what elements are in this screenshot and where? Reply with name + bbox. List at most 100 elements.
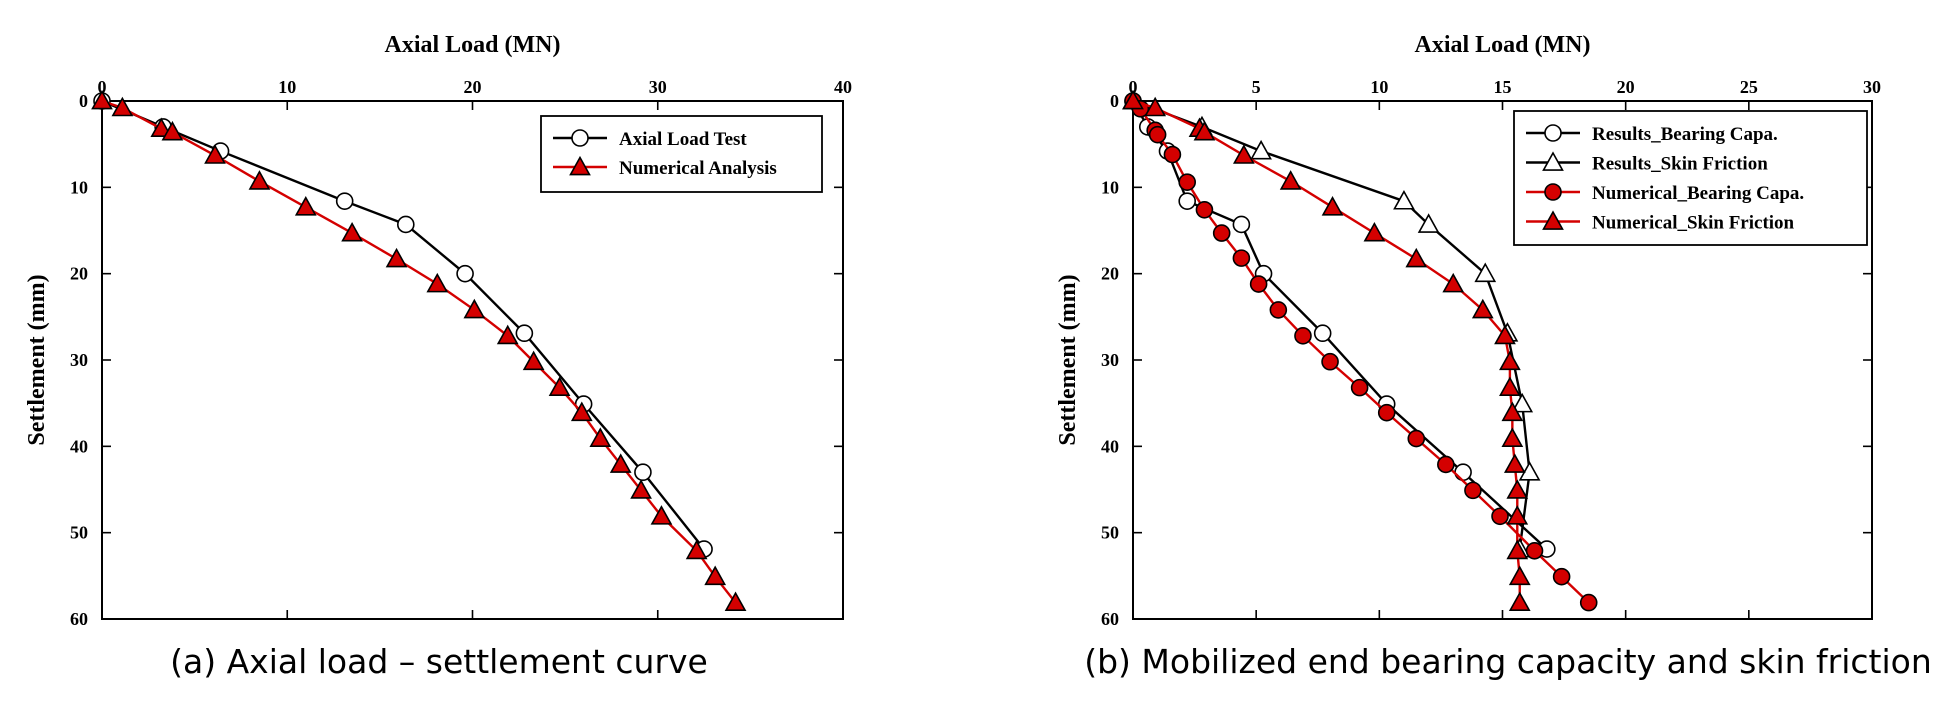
data-point — [1508, 591, 1531, 611]
data-point — [1442, 272, 1465, 293]
y-tick-label: 0 — [1110, 91, 1119, 111]
chart-a: 0 10 20 30 40 0 10 20 30 40 50 60 Axial Load (MN) Set… — [24, 32, 852, 681]
data-point — [609, 453, 632, 473]
data-point — [335, 192, 354, 210]
data-point — [1363, 221, 1386, 242]
data-point — [1148, 125, 1167, 144]
x-tick-label: 25 — [1740, 77, 1758, 97]
data-point — [1212, 224, 1231, 242]
legend-marker — [571, 129, 589, 147]
data-point — [1579, 593, 1598, 612]
legend: Axial Load Test Numerical Analysis — [540, 115, 823, 193]
data-point — [1494, 324, 1516, 345]
data-point — [570, 401, 593, 422]
y-tick-label: 10 — [1101, 177, 1119, 197]
data-point — [426, 272, 449, 293]
y-tick-label: 10 — [70, 177, 88, 197]
y-tick-label: 50 — [70, 523, 88, 543]
caption: (b) Mobilized end bearing capacity and s… — [1084, 642, 1932, 681]
x-tick-label: 20 — [1617, 77, 1635, 97]
x-tick-label: 15 — [1494, 77, 1512, 97]
data-point — [1454, 463, 1472, 482]
data-point — [685, 539, 708, 560]
legend: Results_Bearing Capa. Results_Skin Fricti… — [1513, 110, 1868, 246]
y-tick-label: 20 — [1101, 264, 1119, 284]
x-tick-label: 20 — [464, 77, 482, 97]
data-point — [589, 427, 612, 447]
data-point — [1405, 247, 1428, 268]
y-tick-label: 60 — [1101, 609, 1119, 629]
y-tick-label: 20 — [70, 264, 88, 284]
series-results-bearing-capa- — [1124, 92, 1556, 558]
y-tick-label: 40 — [70, 436, 88, 456]
chart-b: 0 5 10 15 20 25 30 0 10 20 30 40 50 60 Axial Load (MN)… — [1055, 32, 1932, 681]
data-point — [1250, 139, 1272, 160]
data-point — [1499, 376, 1521, 397]
series-numerical-analysis — [91, 89, 747, 611]
series-line — [1131, 100, 1548, 550]
data-point — [294, 196, 317, 216]
data-point — [204, 144, 226, 164]
y-axis-title: Settlement (mm) — [24, 274, 50, 445]
data-point — [463, 298, 486, 319]
data-point — [1518, 461, 1541, 481]
data-point — [1508, 565, 1531, 586]
legend-label: Results_Skin Friction — [1592, 154, 1768, 175]
data-point — [496, 324, 519, 345]
data-point — [1393, 189, 1415, 210]
y-tick-label: 40 — [1101, 436, 1119, 456]
data-point — [1471, 298, 1494, 319]
x-tick-label: 30 — [649, 77, 667, 97]
data-point — [1437, 455, 1455, 474]
data-point — [1279, 170, 1302, 190]
data-point — [161, 120, 184, 141]
data-point — [1464, 481, 1482, 500]
data-point — [1193, 120, 1216, 141]
data-point — [1491, 507, 1509, 526]
data-point — [1313, 324, 1332, 343]
data-point — [1232, 215, 1251, 234]
data-point — [1122, 89, 1144, 110]
data-point — [1144, 96, 1167, 117]
data-point — [1163, 145, 1182, 164]
data-point — [1499, 350, 1521, 371]
data-point — [1294, 327, 1312, 345]
data-point — [724, 591, 747, 611]
data-point — [1232, 144, 1255, 164]
data-point — [248, 170, 271, 190]
data-point — [1178, 192, 1196, 210]
legend-label: Numerical_Skin Friction — [1592, 213, 1795, 234]
data-point — [1501, 427, 1524, 447]
x-tick-label: 30 — [1863, 77, 1881, 97]
data-point — [1501, 401, 1524, 422]
legend-marker — [1542, 151, 1564, 171]
legend-marker — [1542, 210, 1564, 230]
data-point — [1506, 479, 1529, 499]
data-point — [1321, 196, 1344, 216]
data-point — [1269, 301, 1288, 319]
data-point — [111, 96, 134, 117]
legend-box — [540, 115, 823, 193]
legend-label: Axial Load Test — [619, 129, 747, 150]
legend-marker — [1544, 124, 1562, 142]
x-axis-title: Axial Load (MN) — [1415, 32, 1591, 58]
data-point — [1249, 275, 1268, 293]
x-tick-label: 40 — [834, 77, 852, 97]
data-point — [385, 247, 408, 268]
legend-label: Results_Bearing Capa. — [1592, 124, 1778, 145]
y-tick-label: 60 — [70, 609, 88, 629]
data-point — [456, 264, 474, 283]
data-point — [1417, 213, 1440, 233]
series-line — [101, 99, 737, 604]
legend-label: Numerical_Bearing Capa. — [1592, 183, 1804, 204]
data-point — [1407, 429, 1426, 448]
y-tick-label: 30 — [70, 350, 88, 370]
series-numerical-skin-friction — [1122, 89, 1531, 611]
legend-marker — [569, 155, 591, 176]
data-point — [1377, 403, 1396, 422]
data-point — [1321, 352, 1339, 371]
series-line — [1132, 99, 1521, 603]
data-point — [1506, 505, 1529, 525]
data-point — [515, 324, 534, 343]
data-point — [150, 117, 173, 138]
